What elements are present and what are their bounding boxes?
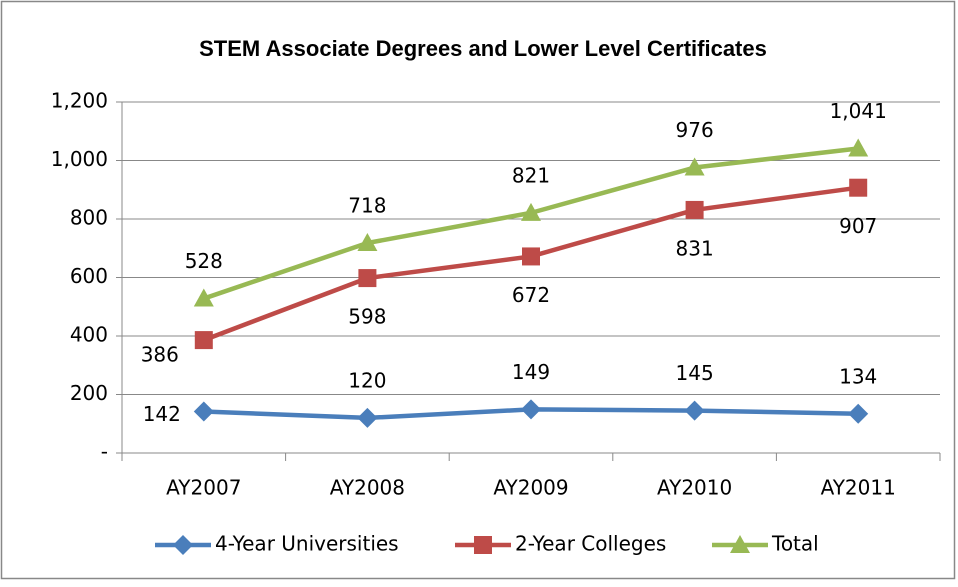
marker (358, 269, 377, 288)
legend-label: 4-Year Universities (215, 532, 399, 556)
marker (193, 401, 214, 422)
data-label: 149 (512, 360, 550, 384)
x-tick-label: AY2011 (821, 476, 896, 500)
data-label: 672 (512, 283, 550, 307)
x-tick-label: AY2007 (166, 476, 241, 500)
marker (685, 200, 704, 219)
marker (357, 232, 378, 251)
y-tick-label: 200 (70, 381, 108, 405)
data-label: 831 (676, 236, 714, 260)
marker (848, 403, 869, 424)
x-tick-label: AY2008 (330, 476, 405, 500)
y-tick-label: 600 (70, 264, 108, 288)
data-label: 142 (143, 402, 181, 426)
legend-marker (730, 535, 750, 553)
data-label: 528 (185, 249, 223, 273)
marker (522, 247, 540, 266)
y-tick-label: - (101, 440, 108, 464)
marker (848, 138, 869, 157)
y-tick-label: 1,200 (51, 89, 108, 113)
data-label: 134 (839, 364, 877, 388)
marker (357, 407, 378, 428)
x-tick-label: AY2010 (657, 476, 732, 500)
y-tick-label: 1,000 (51, 147, 108, 171)
data-label: 120 (348, 368, 386, 392)
marker (521, 399, 541, 420)
data-label: 145 (676, 361, 714, 385)
legend-marker (173, 535, 193, 555)
data-label: 907 (839, 214, 877, 238)
marker (684, 157, 705, 176)
y-tick-label: 800 (70, 206, 108, 230)
legend-marker (474, 536, 492, 554)
y-tick-label: 400 (70, 323, 108, 347)
marker (684, 400, 705, 421)
marker (193, 288, 214, 307)
chart-title: STEM Associate Degrees and Lower Level C… (199, 36, 767, 61)
data-label: 821 (512, 163, 550, 187)
marker (194, 331, 213, 350)
legend-label: 2-Year Colleges (515, 532, 666, 556)
x-tick-label: AY2009 (493, 476, 568, 500)
data-label: 718 (348, 193, 386, 217)
data-label: 386 (141, 343, 179, 367)
data-label: 1,041 (830, 99, 887, 123)
data-label: 598 (348, 305, 386, 329)
data-label: 976 (676, 118, 714, 142)
marker (849, 178, 868, 197)
legend-label: Total (771, 532, 819, 556)
marker (521, 202, 541, 221)
